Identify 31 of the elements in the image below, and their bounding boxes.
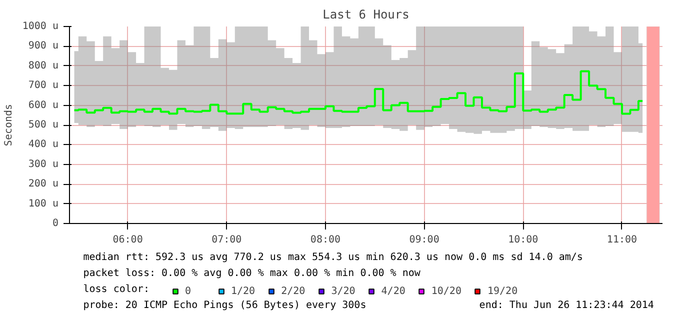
legend-title: loss color: bbox=[83, 284, 150, 295]
y-tick-label: 800 u bbox=[28, 60, 59, 72]
legend-label: 19/20 bbox=[487, 286, 518, 296]
y-tick-label: 400 u bbox=[28, 139, 59, 150]
x-tick-label: 09:00 bbox=[409, 234, 440, 246]
x-tick-label: 08:00 bbox=[310, 234, 341, 246]
y-tick-label: 100 u bbox=[28, 198, 59, 210]
y-tick-label: 900 u bbox=[28, 40, 59, 52]
text: packet loss: 0.00 % avg 0.00 % max 0.00 % min 0.00 % now bbox=[83, 268, 422, 279]
text: median rtt: 592.3 us avg 770.2 us max 554.3 us min 620.3 us now 0.0 ms sd 14.0 am/s bbox=[83, 252, 583, 263]
y-tick-label: 0 bbox=[52, 218, 59, 229]
y-tick-label: 600 u bbox=[28, 100, 59, 111]
y-tick-label: 700 u bbox=[28, 80, 59, 92]
legend-label: 4/20 bbox=[381, 286, 406, 296]
y-tick-label: 200 u bbox=[28, 178, 59, 190]
x-tick-label: 06:00 bbox=[112, 234, 143, 246]
y-tick-label: 300 u bbox=[28, 158, 59, 170]
x-tick-label: 11:00 bbox=[606, 234, 638, 246]
text: end: Thu Jun 26 11:23:44 2014 bbox=[479, 300, 654, 311]
text: probe: 20 ICMP Echo Pings (56 Bytes) every 300s bbox=[83, 300, 366, 311]
legend-label: 0 bbox=[185, 286, 192, 296]
y-axis-title: Seconds bbox=[3, 104, 14, 146]
x-tick-label: 07:00 bbox=[212, 234, 242, 246]
legend-label: 1/20 bbox=[231, 286, 256, 296]
chart-title: Last 6 Hours bbox=[322, 8, 410, 22]
legend-label: 2/20 bbox=[281, 286, 306, 296]
legend-label: 3/20 bbox=[331, 286, 356, 296]
legend-label: 10/20 bbox=[431, 286, 462, 296]
y-tick-label: 1000 u bbox=[22, 21, 58, 32]
x-tick-label: 10:00 bbox=[508, 234, 538, 246]
y-tick-label: 500 u bbox=[28, 120, 59, 130]
